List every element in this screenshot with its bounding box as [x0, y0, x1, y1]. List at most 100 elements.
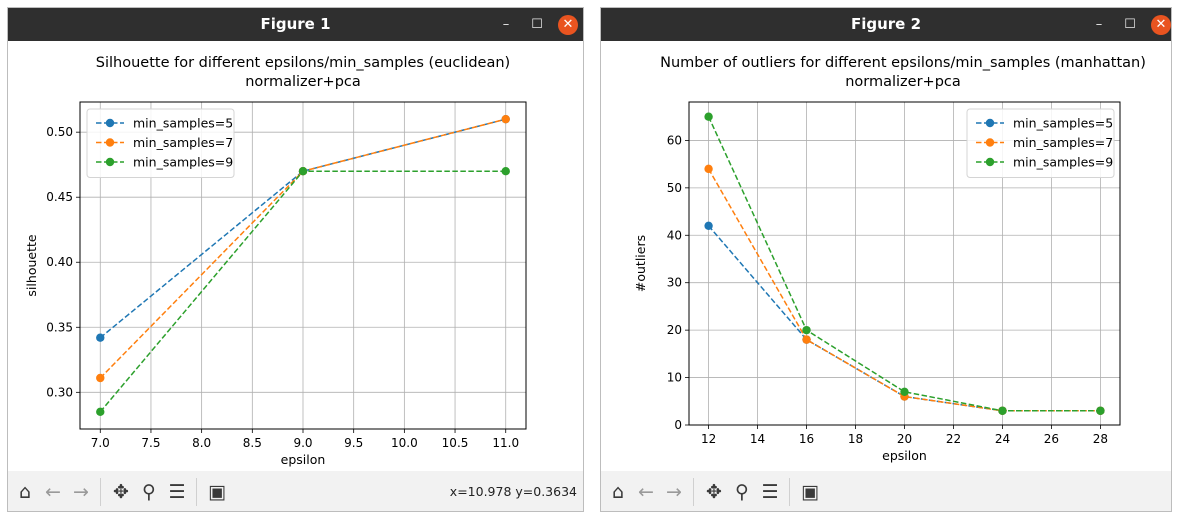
data-point: [96, 333, 105, 342]
y-tick-label: 0: [674, 418, 682, 432]
y-tick-label: 10: [667, 371, 682, 385]
home-icon[interactable]: ⌂: [18, 481, 32, 503]
figure-2-window: Figure 2 – ☐ ✕ Number of outliers for di…: [600, 7, 1172, 512]
legend-box: [86, 108, 235, 178]
save-icon[interactable]: ▣: [801, 481, 819, 503]
data-point: [900, 387, 909, 396]
zoom-icon[interactable]: ⚲: [142, 481, 156, 503]
forward-arrow-icon[interactable]: →: [73, 481, 89, 503]
axes-frame: [79, 101, 527, 430]
legend-marker: [985, 118, 995, 128]
pan-icon[interactable]: ✥: [706, 481, 722, 503]
figure-1-canvas[interactable]: Silhouette for different epsilons/min_sa…: [8, 41, 583, 471]
figure-1-chart: Silhouette for different epsilons/min_sa…: [24, 55, 527, 467]
zoom-icon[interactable]: ⚲: [735, 481, 749, 503]
x-tick-label: 18: [848, 432, 863, 446]
y-tick-label: 0.30: [46, 385, 73, 399]
x-tick-label: 26: [1044, 432, 1059, 446]
chart-title: Number of outliers for different epsilon…: [660, 55, 1146, 71]
x-tick-label: 7.5: [141, 436, 160, 450]
legend-label: min_samples=5: [133, 116, 233, 131]
close-button[interactable]: ✕: [1151, 15, 1171, 35]
x-tick-label: 9.5: [344, 436, 363, 450]
data-point: [802, 335, 811, 344]
figure-2-chart: Number of outliers for different epsilon…: [633, 55, 1146, 463]
save-icon[interactable]: ▣: [208, 481, 226, 503]
y-tick-label: 0.40: [46, 255, 73, 269]
legend-marker: [105, 138, 115, 147]
x-tick-label: 7.0: [91, 436, 110, 450]
y-tick-label: 40: [667, 228, 682, 242]
data-point: [998, 406, 1007, 415]
y-tick-label: 50: [667, 181, 682, 195]
toolbar-separator: [789, 478, 790, 506]
legend-label: min_samples=7: [1013, 135, 1113, 150]
configure-subplots-icon[interactable]: ☰: [761, 481, 779, 503]
y-tick-label: 0.45: [46, 190, 73, 204]
legend-marker: [985, 138, 995, 147]
maximize-button[interactable]: ☐: [531, 17, 543, 32]
toolbar-separator: [100, 478, 101, 506]
close-button[interactable]: ✕: [558, 15, 578, 35]
figure-2-canvas[interactable]: Number of outliers for different epsilon…: [601, 41, 1171, 471]
configure-subplots-icon[interactable]: ☰: [168, 481, 186, 503]
data-point: [501, 114, 510, 124]
maximize-button[interactable]: ☐: [1124, 17, 1136, 32]
chart-subtitle: normalizer+pca: [845, 74, 961, 90]
x-axis-label: epsilon: [281, 452, 326, 467]
legend-label: min_samples=9: [1013, 155, 1113, 170]
x-tick-label: 28: [1093, 432, 1108, 446]
cursor-coordinates: x=10.978 y=0.3634: [449, 484, 577, 499]
window-title: Figure 1: [260, 15, 331, 33]
legend-label: min_samples=9: [133, 155, 233, 170]
back-arrow-icon[interactable]: ←: [45, 481, 61, 503]
data-point: [298, 166, 308, 176]
data-point: [501, 166, 510, 176]
y-tick-label: 60: [667, 133, 682, 147]
data-point: [96, 407, 105, 417]
back-arrow-icon[interactable]: ←: [638, 481, 654, 503]
minimize-button[interactable]: –: [1095, 17, 1103, 32]
y-axis-label: silhouette: [24, 234, 39, 296]
x-tick-label: 11.0: [492, 436, 519, 450]
x-tick-label: 10.5: [442, 436, 469, 450]
axes-frame: [688, 101, 1121, 426]
data-point: [96, 373, 105, 383]
navigation-toolbar: ⌂ ← → ✥ ⚲ ☰ ▣: [601, 471, 1171, 511]
toolbar-separator: [693, 478, 694, 506]
y-tick-label: 0.50: [46, 125, 73, 139]
x-tick-label: 14: [750, 432, 765, 446]
y-tick-label: 30: [667, 276, 682, 290]
legend-box: [966, 108, 1115, 178]
minimize-button[interactable]: –: [502, 17, 510, 32]
x-tick-label: 8.5: [243, 436, 262, 450]
data-point: [704, 112, 713, 121]
home-icon[interactable]: ⌂: [611, 481, 625, 503]
x-tick-label: 12: [701, 432, 716, 446]
title-bar[interactable]: Figure 2 – ☐ ✕: [601, 8, 1171, 41]
title-bar[interactable]: Figure 1 – ☐ ✕: [8, 8, 583, 41]
chart-subtitle: normalizer+pca: [245, 74, 361, 90]
forward-arrow-icon[interactable]: →: [666, 481, 682, 503]
toolbar-separator: [196, 478, 197, 506]
x-tick-label: 24: [995, 432, 1010, 446]
x-tick-label: 16: [799, 432, 814, 446]
pan-icon[interactable]: ✥: [113, 481, 129, 503]
data-point: [802, 325, 811, 335]
y-axis-label: #outliers: [633, 235, 648, 292]
legend-marker: [105, 157, 115, 167]
data-point: [704, 164, 713, 174]
x-tick-label: 8.0: [192, 436, 211, 450]
chart-title: Silhouette for different epsilons/min_sa…: [96, 55, 510, 71]
x-tick-label: 10.0: [391, 436, 418, 450]
x-tick-label: 22: [946, 432, 961, 446]
figure-1-window: Figure 1 – ☐ ✕ Silhouette for different …: [7, 7, 584, 512]
legend-label: min_samples=7: [133, 135, 233, 150]
window-title: Figure 2: [850, 15, 922, 33]
series-line: [707, 116, 1101, 412]
legend-marker: [105, 118, 115, 128]
x-tick-label: 20: [897, 432, 912, 446]
x-tick-label: 9.0: [293, 436, 312, 450]
data-point: [704, 221, 713, 230]
legend-label: min_samples=5: [1013, 116, 1113, 131]
